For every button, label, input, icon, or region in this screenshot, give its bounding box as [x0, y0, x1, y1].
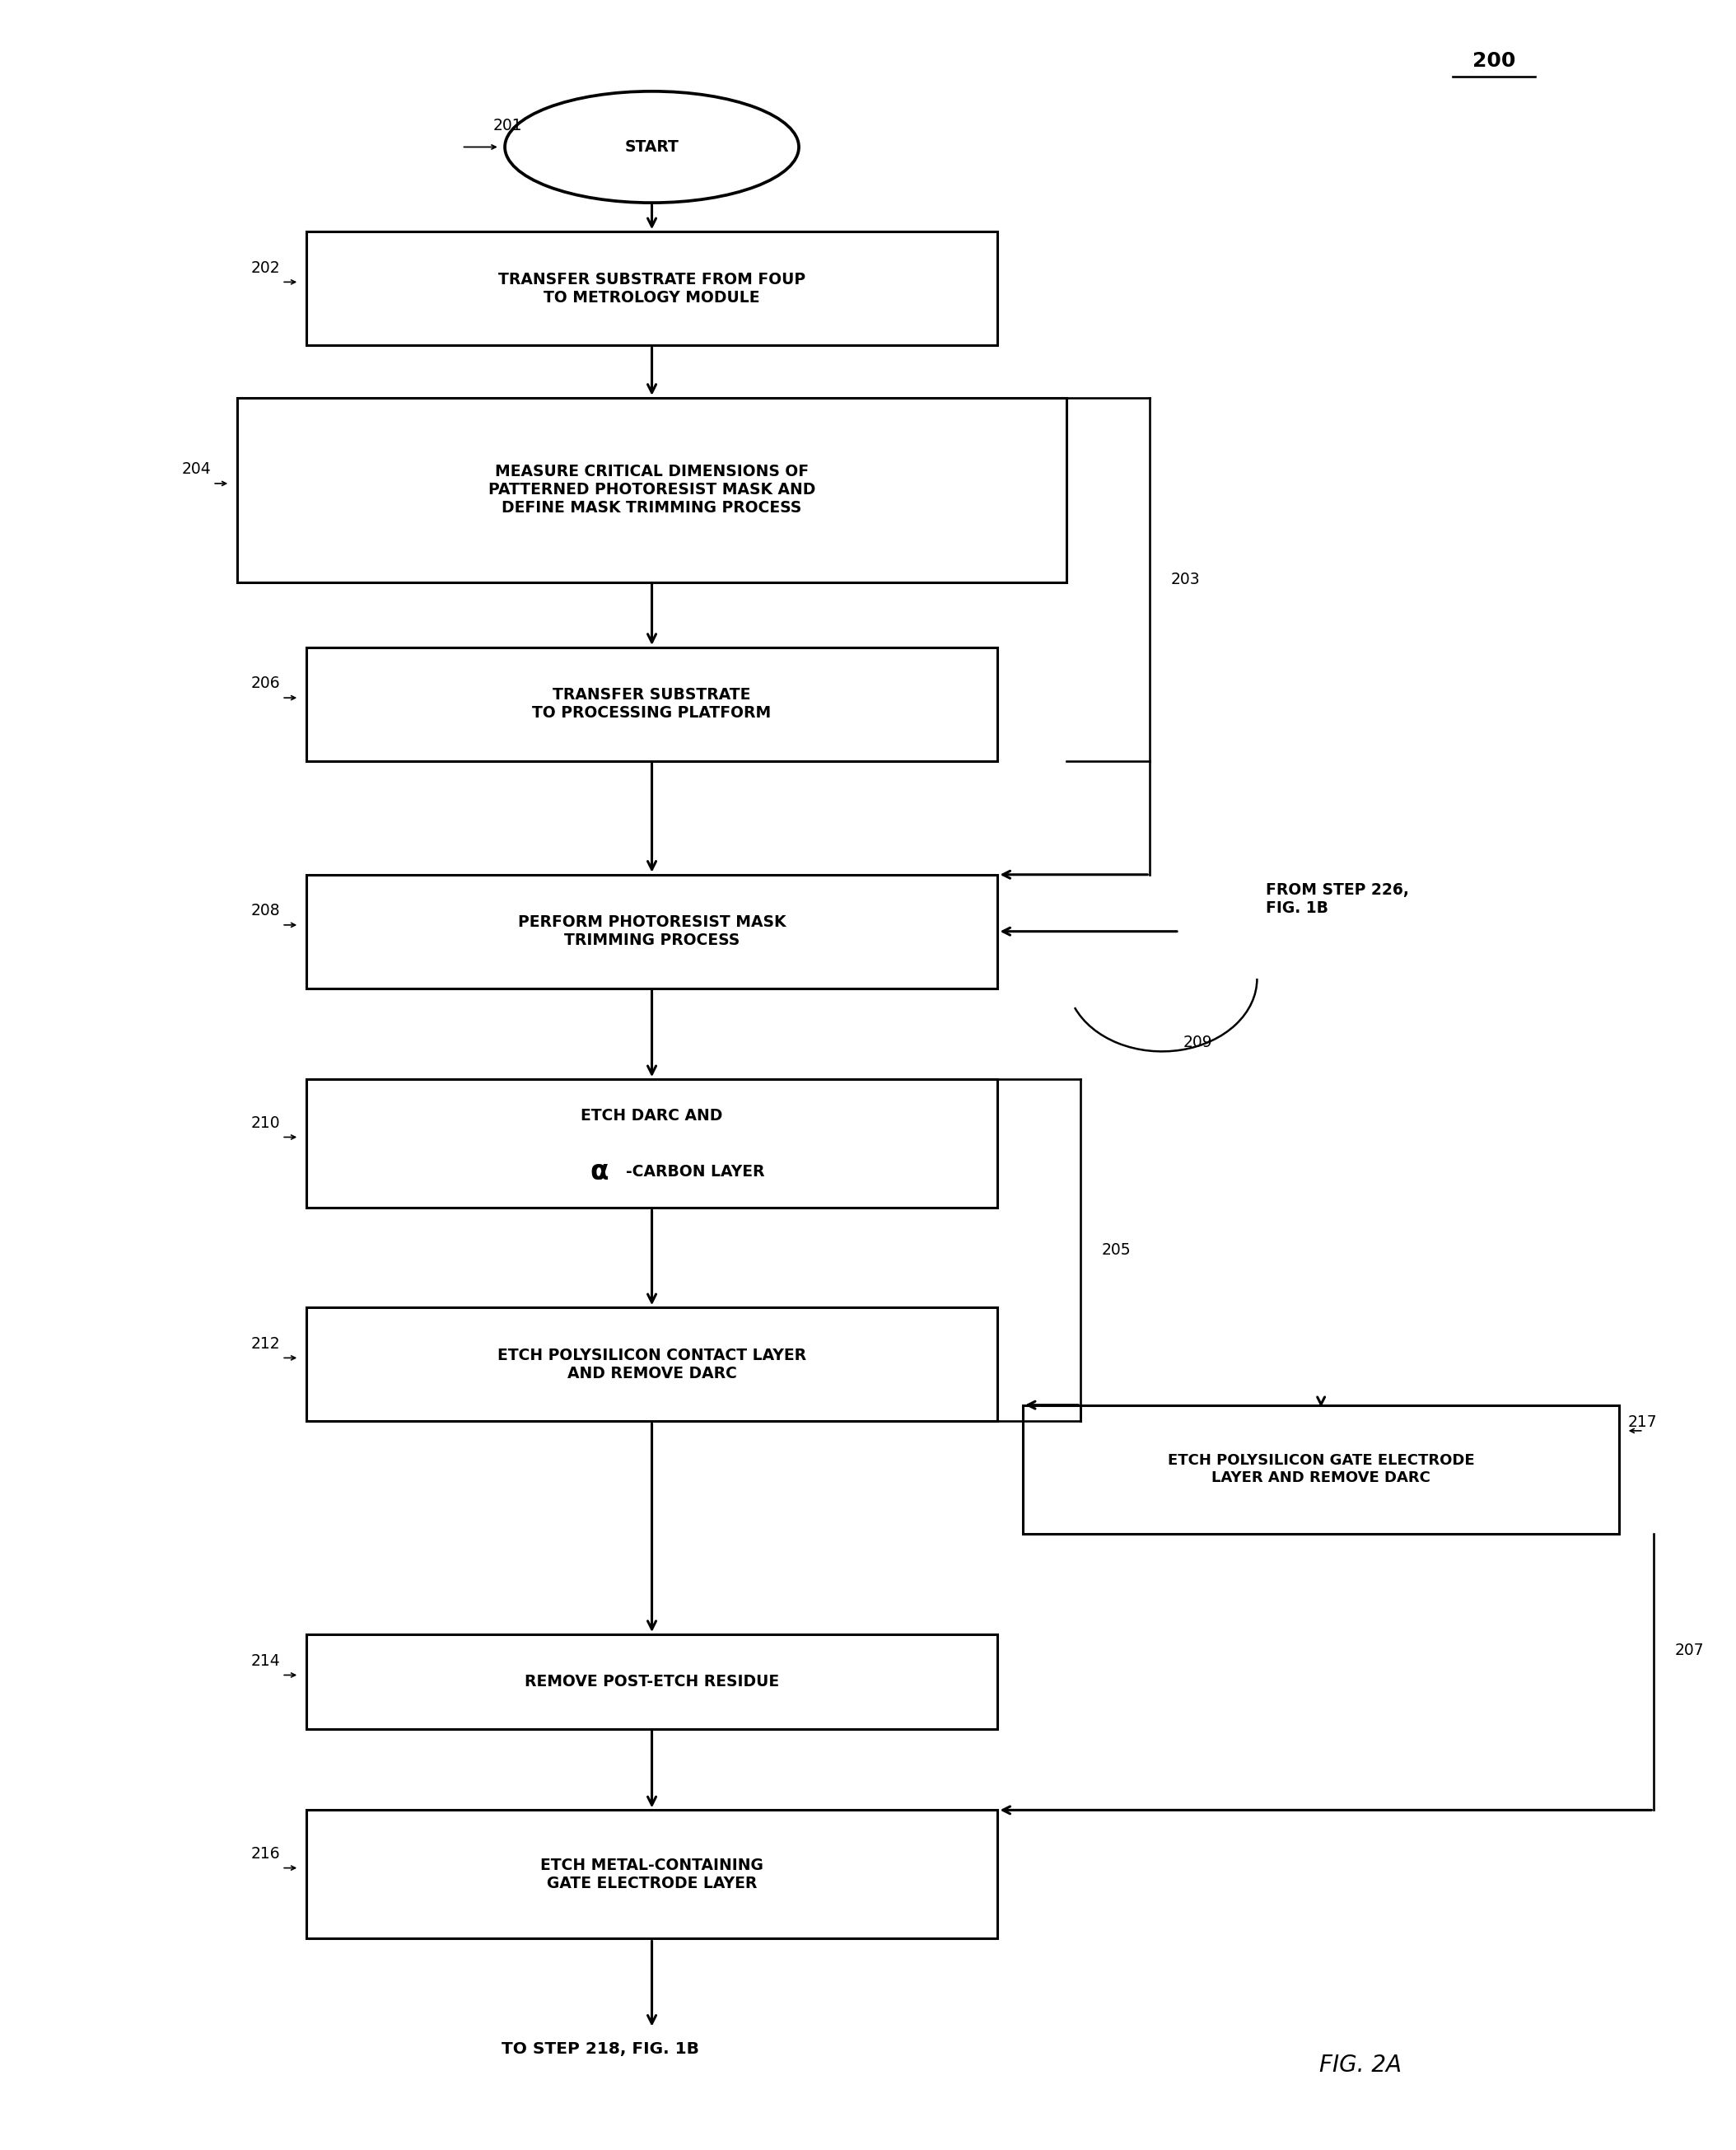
Text: 207: 207: [1675, 1643, 1705, 1658]
Text: α: α: [590, 1159, 609, 1185]
Text: 204: 204: [182, 462, 212, 477]
Text: 203: 203: [1170, 572, 1200, 587]
Text: FIG. 2A: FIG. 2A: [1319, 2053, 1403, 2077]
Text: 200: 200: [1472, 52, 1516, 71]
Text: 209: 209: [1182, 1034, 1212, 1049]
Text: 201: 201: [493, 118, 523, 133]
Text: ETCH METAL-CONTAINING
GATE ELECTRODE LAYER: ETCH METAL-CONTAINING GATE ELECTRODE LAY…: [540, 1858, 764, 1892]
Text: START: START: [625, 140, 679, 155]
FancyBboxPatch shape: [306, 1307, 998, 1421]
FancyBboxPatch shape: [306, 1810, 998, 1939]
Text: 205: 205: [1101, 1243, 1130, 1258]
FancyBboxPatch shape: [306, 647, 998, 761]
Text: PERFORM PHOTORESIST MASK
TRIMMING PROCESS: PERFORM PHOTORESIST MASK TRIMMING PROCES…: [517, 914, 786, 948]
Text: MEASURE CRITICAL DIMENSIONS OF
PATTERNED PHOTORESIST MASK AND
DEFINE MASK TRIMMI: MEASURE CRITICAL DIMENSIONS OF PATTERNED…: [488, 464, 816, 516]
Text: -CARBON LAYER: -CARBON LAYER: [627, 1163, 764, 1178]
FancyBboxPatch shape: [236, 398, 1068, 583]
Text: TRANSFER SUBSTRATE FROM FOUP
TO METROLOGY MODULE: TRANSFER SUBSTRATE FROM FOUP TO METROLOG…: [498, 271, 806, 305]
Text: 216: 216: [250, 1847, 279, 1862]
Text: 202: 202: [250, 260, 279, 275]
FancyBboxPatch shape: [306, 232, 998, 346]
Text: FROM STEP 226,
FIG. 1B: FROM STEP 226, FIG. 1B: [1266, 881, 1410, 916]
Text: 206: 206: [250, 675, 279, 692]
Text: TRANSFER SUBSTRATE
TO PROCESSING PLATFORM: TRANSFER SUBSTRATE TO PROCESSING PLATFOR…: [533, 688, 771, 720]
Text: 208: 208: [250, 903, 279, 918]
Text: 212: 212: [250, 1335, 279, 1352]
Text: ETCH POLYSILICON CONTACT LAYER
AND REMOVE DARC: ETCH POLYSILICON CONTACT LAYER AND REMOV…: [498, 1348, 806, 1380]
Ellipse shape: [505, 90, 799, 202]
FancyBboxPatch shape: [306, 1079, 998, 1208]
FancyBboxPatch shape: [306, 1634, 998, 1729]
Text: 210: 210: [250, 1116, 279, 1131]
Text: ETCH DARC AND: ETCH DARC AND: [582, 1107, 722, 1124]
Text: TO STEP 218, FIG. 1B: TO STEP 218, FIG. 1B: [502, 2042, 700, 2058]
FancyBboxPatch shape: [1023, 1406, 1620, 1533]
Text: 214: 214: [250, 1653, 279, 1668]
Text: REMOVE POST-ETCH RESIDUE: REMOVE POST-ETCH RESIDUE: [524, 1673, 779, 1690]
FancyBboxPatch shape: [306, 875, 998, 989]
Text: ETCH POLYSILICON GATE ELECTRODE
LAYER AND REMOVE DARC: ETCH POLYSILICON GATE ELECTRODE LAYER AN…: [1168, 1453, 1474, 1486]
Text: 217: 217: [1628, 1415, 1658, 1430]
